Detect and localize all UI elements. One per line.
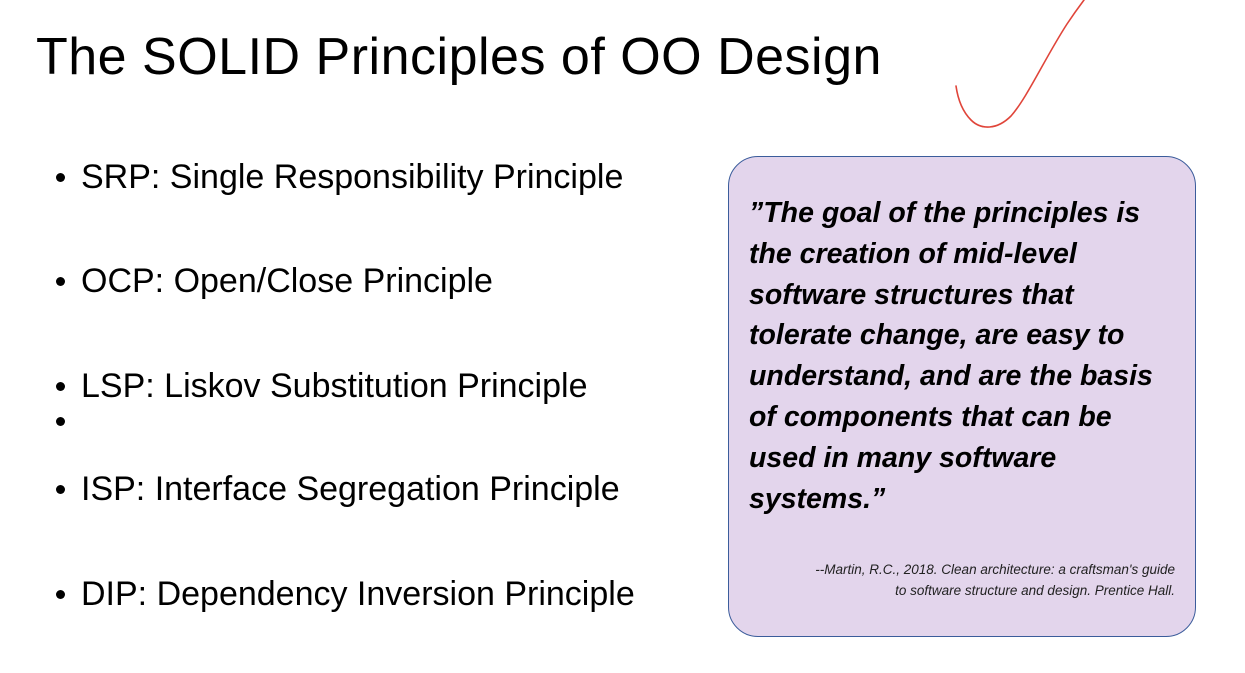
bullet-dot-icon: [56, 484, 65, 494]
bullet-dot-icon: [56, 417, 65, 426]
quote-text: ”The goal of the principles is the creat…: [749, 193, 1189, 519]
bullet-text: ISP: Interface Segregation Principle: [81, 470, 620, 508]
bullet-item: LSP: Liskov Substitution Principle: [52, 366, 587, 406]
bullet-dot-icon: [56, 589, 65, 599]
bullet-dot-icon: [56, 276, 65, 286]
quote-line: tolerate change, are easy to: [749, 319, 1125, 352]
bullet-item: SRP: Single Responsibility Principle: [52, 157, 623, 197]
quote-line: the creation of mid-level: [749, 237, 1077, 270]
bullet-item: DIP: Dependency Inversion Principle: [52, 574, 635, 614]
checkmark-icon: [955, 0, 1085, 128]
quote-box: ”The goal of the principles is the creat…: [728, 156, 1196, 637]
bullet-item: OCP: Open/Close Principle: [52, 261, 493, 301]
slide-title: The SOLID Principles of OO Design: [36, 28, 882, 86]
quote-line: systems.”: [749, 482, 886, 515]
quote-line: used in many software: [749, 441, 1057, 474]
quote-line: ”The goal of the principles is: [749, 197, 1141, 229]
bullet-text: SRP: Single Responsibility Principle: [81, 158, 624, 196]
principles-list: SRP: Single Responsibility Principle OCP…: [52, 0, 712, 673]
citation-line: --Martin, R.C., 2018. Clean architecture…: [815, 562, 1175, 577]
bullet-dot-icon: [56, 172, 65, 182]
bullet-text: LSP: Liskov Substitution Principle: [81, 367, 588, 405]
bullet-text: DIP: Dependency Inversion Principle: [81, 575, 635, 613]
bullet-item: ISP: Interface Segregation Principle: [52, 469, 620, 509]
bullet-item-empty: [52, 417, 81, 426]
bullet-text: OCP: Open/Close Principle: [81, 262, 493, 300]
quote-line: understand, and are the basis: [749, 360, 1153, 393]
quote-line: of components that can be: [749, 400, 1112, 433]
bullet-dot-icon: [56, 381, 65, 391]
quote-citation: --Martin, R.C., 2018. Clean architecture…: [745, 559, 1175, 601]
quote-line: software structures that: [749, 278, 1074, 311]
citation-line: to software structure and design. Prenti…: [895, 583, 1175, 598]
